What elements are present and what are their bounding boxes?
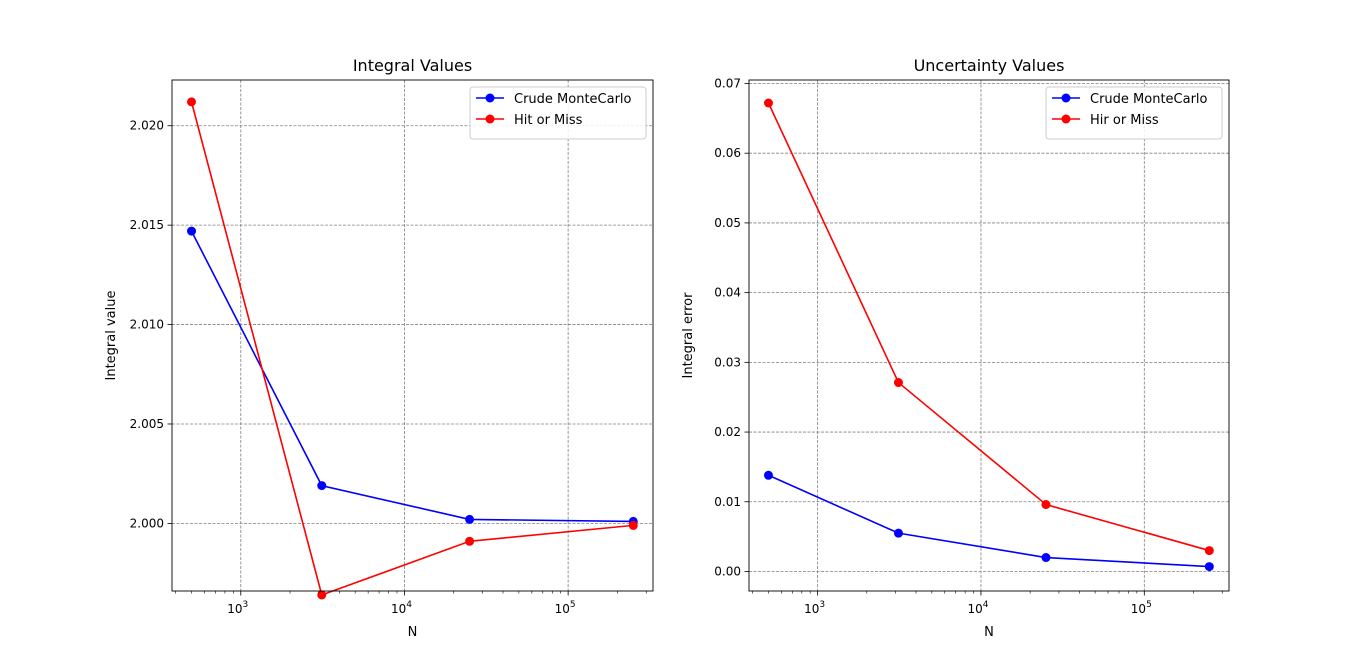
y-tick-label: 0.00 xyxy=(714,564,741,578)
data-point xyxy=(893,528,903,538)
x-tick-label-base: 10 xyxy=(227,602,242,616)
x-tick-label-exponent: 3 xyxy=(243,600,249,610)
data-point xyxy=(1041,553,1051,563)
legend-label: Hit or Miss xyxy=(514,113,583,128)
x-tick-label-exponent: 5 xyxy=(570,600,576,610)
x-tick-label-base: 10 xyxy=(967,602,982,616)
x-tick-label: 105 xyxy=(1131,600,1152,616)
y-tick-label: 2.015 xyxy=(130,218,164,232)
x-tick-label-base: 10 xyxy=(391,602,406,616)
x-tick-label-base: 10 xyxy=(555,602,570,616)
series-line-1 xyxy=(768,474,1210,568)
y-tick-label: 0.02 xyxy=(714,425,741,439)
y-axis-label: Integral value xyxy=(104,291,119,381)
data-point xyxy=(763,98,773,108)
x-tick-label: 105 xyxy=(555,600,576,616)
legend-box xyxy=(1045,86,1223,140)
data-point xyxy=(628,520,638,530)
chart-1: 103 104 1052.0002.0052.0102.0152.020Integr… xyxy=(104,56,654,640)
legend-label: Crude MonteCarlo xyxy=(514,92,632,107)
x-axis-label: N xyxy=(984,625,994,640)
y-tick-label: 2.010 xyxy=(130,318,164,332)
y-tick-label: 0.07 xyxy=(714,76,741,90)
y-tick-label: 0.04 xyxy=(714,286,741,300)
chart-title: Integral Values xyxy=(353,56,472,75)
legend-marker xyxy=(1061,114,1071,124)
data-point xyxy=(317,590,327,600)
x-tick-label: 104 xyxy=(967,600,988,616)
y-tick-label: 0.03 xyxy=(714,355,741,369)
x-tick-label: 103 xyxy=(804,600,825,616)
axes-frame xyxy=(748,79,1230,592)
y-tick-label: 2.000 xyxy=(130,516,164,530)
x-tick-label-exponent: 4 xyxy=(983,600,989,610)
chart-title: Uncertainty Values xyxy=(914,56,1065,75)
x-tick-label-base: 10 xyxy=(804,602,819,616)
y-tick-label: 2.020 xyxy=(130,119,164,133)
series-line-1 xyxy=(190,230,634,523)
series-line-2 xyxy=(767,102,1210,552)
y-tick-label: 2.005 xyxy=(130,417,164,431)
y-axis-label: Integral error xyxy=(681,292,696,379)
x-tick-label: 103 xyxy=(227,600,248,616)
data-point xyxy=(317,481,327,491)
legend-marker xyxy=(485,114,495,124)
legend: Crude MonteCarlo Hit or Miss xyxy=(469,86,647,140)
x-tick-label-base: 10 xyxy=(1131,602,1146,616)
chart-2: 103 104 1050.000.010.020.030.040.050.060.0… xyxy=(681,56,1230,640)
x-tick-label-exponent: 3 xyxy=(819,600,825,610)
y-tick-label: 0.06 xyxy=(714,146,741,160)
x-tick-label-exponent: 4 xyxy=(406,600,412,610)
legend-label: Hir or Miss xyxy=(1090,113,1159,128)
y-tick-label: 0.01 xyxy=(714,495,741,509)
data-point xyxy=(465,536,475,546)
axes-frame xyxy=(171,79,654,592)
legend-marker xyxy=(485,93,495,103)
data-point xyxy=(187,97,197,107)
legend: Crude MonteCarlo Hir or Miss xyxy=(1045,86,1223,140)
x-axis-label: N xyxy=(408,625,418,640)
legend-box xyxy=(469,86,647,140)
data-point xyxy=(187,226,197,236)
data-point xyxy=(1204,562,1214,572)
data-point xyxy=(1041,500,1051,510)
legend-label: Crude MonteCarlo xyxy=(1090,92,1208,107)
legend-marker xyxy=(1061,93,1071,103)
data-point xyxy=(1204,546,1214,556)
x-tick-label-exponent: 5 xyxy=(1146,600,1152,610)
data-point xyxy=(763,470,773,480)
y-tick-label: 0.05 xyxy=(714,216,741,230)
data-point xyxy=(893,378,903,388)
series-line-2 xyxy=(190,101,634,597)
x-tick-label: 104 xyxy=(391,600,412,616)
data-point xyxy=(465,514,475,524)
